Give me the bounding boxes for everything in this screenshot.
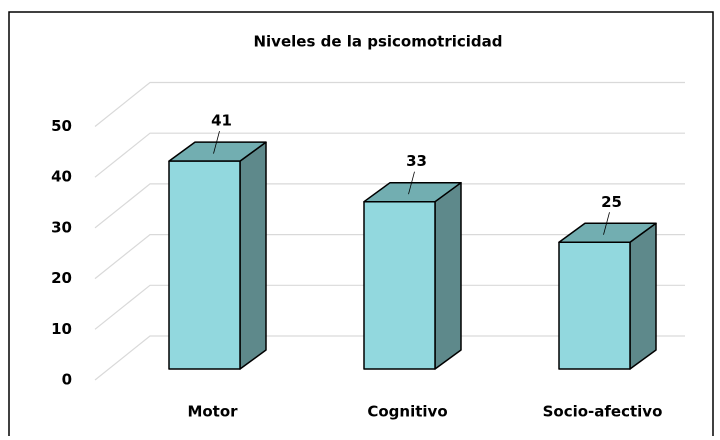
y-tick-label: 30 xyxy=(51,218,72,236)
value-label: 25 xyxy=(601,193,622,211)
y-tick-label: 50 xyxy=(51,117,72,135)
bar-front xyxy=(168,160,241,370)
grid-line xyxy=(94,132,685,178)
bar-side xyxy=(629,222,657,370)
bar xyxy=(363,181,462,370)
grid-line xyxy=(94,183,685,229)
y-tick-label: 0 xyxy=(62,371,72,389)
bar-front xyxy=(558,241,631,370)
grid-line xyxy=(94,284,685,330)
y-tick-label: 10 xyxy=(51,320,72,338)
value-leader xyxy=(603,212,610,235)
bar xyxy=(558,222,657,370)
grid-line xyxy=(94,234,685,280)
bars: 41 Motor 33 Cognitivo 25 Socio-afectivo xyxy=(168,112,663,421)
bar-side xyxy=(434,181,462,370)
x-tick-label: Socio-afectivo xyxy=(543,403,663,421)
value-label: 33 xyxy=(406,152,427,170)
value-leader xyxy=(408,171,415,195)
bar-side xyxy=(239,141,267,370)
value-leader xyxy=(213,131,220,154)
x-tick-label: Motor xyxy=(187,403,238,421)
value-label: 41 xyxy=(211,112,232,130)
grid: 0 10 20 30 40 50 xyxy=(51,81,685,389)
y-tick-label: 20 xyxy=(51,269,72,287)
bar xyxy=(168,141,267,370)
chart-title: Niveles de la psicomotricidad xyxy=(253,33,502,51)
bar-front xyxy=(363,200,436,370)
grid-line xyxy=(94,81,685,127)
x-tick-label: Cognitivo xyxy=(367,403,447,421)
grid-line xyxy=(94,335,685,381)
y-tick-label: 40 xyxy=(51,168,72,186)
